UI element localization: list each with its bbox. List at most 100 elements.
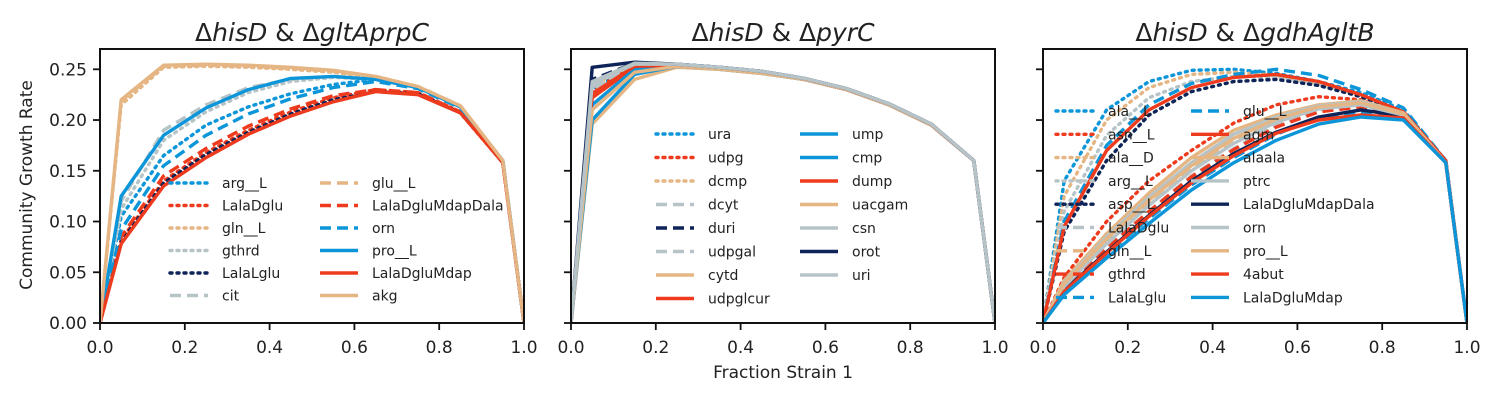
legend-label-uacgam: uacgam [852, 198, 908, 214]
legend-label-orn: orn [372, 221, 395, 237]
legend-label-ump: ump [852, 127, 884, 143]
series-line-udpg [571, 62, 995, 323]
legend-label-udpg: udpg [708, 151, 744, 167]
x-tick-label: 0.8 [897, 338, 924, 358]
x-tick-label: 0.2 [1114, 338, 1141, 358]
legend-label-duri: duri [708, 221, 735, 237]
legend-label-cmp: cmp [852, 151, 882, 167]
series-line-glu-l [1043, 67, 1467, 323]
legend-label-uri: uri [852, 268, 871, 284]
legend-label-ala-d: ala__D [1108, 151, 1154, 167]
legend-label-dcyt: dcyt [708, 198, 739, 214]
legend-label-gln-l: gln__L [1108, 244, 1152, 260]
x-tick-label: 0.4 [256, 338, 283, 358]
legend-label-gln-l: gln__L [222, 221, 266, 237]
x-axis-label: Fraction Strain 1 [713, 363, 853, 383]
series-line-cmp [571, 63, 995, 323]
legend-label-udpglcur: udpglcur [708, 292, 770, 308]
legend-label-asp-l: asp__L [1108, 197, 1155, 213]
legend-label-ala-l: ala__L [1108, 104, 1151, 120]
y-axis-label: Community Growth Rate [17, 80, 37, 290]
legend-label-dump: dump [852, 174, 892, 190]
x-tick-label: 1.0 [510, 338, 537, 358]
legend-label-lalalglu: LalaLglu [1108, 290, 1166, 306]
series-line-cytd [571, 65, 995, 323]
plot-frame [1042, 48, 1468, 324]
series-line-csn [571, 62, 995, 323]
legend-label-laladglu: LalaDglu [1108, 221, 1169, 237]
x-tick-label: 0.2 [171, 338, 198, 358]
legend-label-akg: akg [372, 289, 398, 305]
x-tick-label: 0.0 [86, 338, 113, 358]
chart-title-part: pyrC [815, 18, 875, 47]
chart-title: ΔhisD & ΔpyrC [691, 18, 875, 47]
legend-label-ura: ura [708, 127, 731, 143]
chart-title-part: hisD [212, 18, 267, 47]
chart-panel-1: ΔhisD & ΔgltAprpC 0.0 0.2 0.4 0.6 0.8 1.0 0.00 0… [49, 18, 537, 358]
series-line-duri [571, 61, 995, 323]
series-line-dcmp [571, 63, 995, 323]
x-tick-label: 1.0 [981, 338, 1008, 358]
legend-label-alaala: alaala [1243, 151, 1285, 167]
chart-title-part: Δ [691, 18, 708, 47]
legend-label-glu-l: glu__L [372, 176, 416, 192]
series-line-ura [571, 62, 995, 323]
series-line-dcyt [571, 62, 995, 323]
chart-title-part: gdhAgltB [1260, 18, 1374, 47]
legend-label-udpgal: udpgal [708, 245, 756, 261]
x-tick-label: 0.6 [812, 338, 839, 358]
y-tick-label: 0.10 [49, 213, 87, 233]
legend: ala__L asn__L ala__D arg__L asp__L LalaDglu gl… [1054, 104, 1375, 306]
legend-label-laladglumdap: LalaDgluMdap [372, 266, 472, 282]
series-line-pro-l [1043, 101, 1467, 323]
chart-title-part: hisD [1153, 18, 1208, 47]
legend-label-cit: cit [222, 289, 240, 305]
legend-label-4abut: 4abut [1243, 267, 1284, 283]
x-tick-label: 0.2 [642, 338, 669, 358]
y-tick-label: 0.00 [49, 314, 87, 334]
x-tick-label: 0.6 [341, 338, 368, 358]
series-line-uacgam [571, 64, 995, 323]
chart-title-part: & Δ [267, 18, 320, 47]
x-tick-label: 1.0 [1453, 338, 1480, 358]
y-tick-label: 0.15 [49, 162, 87, 182]
chart-title: ΔhisD & ΔgltAprpC [195, 18, 429, 47]
chart-title-part: Δ [1135, 18, 1152, 47]
legend-label-orn: orn [1243, 221, 1266, 237]
series-line-uri [571, 61, 995, 323]
plot-frame [99, 48, 525, 324]
y-tick-label: 0.25 [49, 60, 87, 80]
y-tick-label: 0.20 [49, 111, 87, 131]
series-line-dump [571, 63, 995, 323]
legend-label-csn: csn [852, 221, 876, 237]
legend-label-laladglu: LalaDglu [222, 199, 283, 215]
legend-label-laladglumdapdala: LalaDgluMdapDala [372, 199, 504, 215]
chart-title: ΔhisD & ΔgdhAgltB [1135, 18, 1374, 47]
legend-label-arg-l: arg__L [1108, 174, 1153, 190]
chart-panel-2: ΔhisD & ΔpyrC 0.0 0.2 0.4 0.6 0.8 1.0 ura udpg dc… [557, 18, 1008, 358]
series-line-laladglumdap [1043, 115, 1467, 323]
series-line-orot [571, 60, 995, 323]
legend-label-laladglumdap: LalaDgluMdap [1243, 290, 1343, 306]
series-line-udpgal [571, 62, 995, 323]
legend-label-glu-l: glu__L [1243, 104, 1287, 120]
legend: ura udpg dcmp dcyt duri udpgal cytd udpglcur ump… [654, 127, 908, 308]
legend-label-gthrd: gthrd [222, 244, 260, 260]
legend-label-orot: orot [852, 245, 881, 261]
series-line-ump [571, 64, 995, 323]
chart-title-part: & Δ [1208, 18, 1261, 47]
series-line-asp-l [1043, 77, 1467, 323]
series-lines [571, 60, 995, 323]
series-line-orn [100, 79, 524, 323]
legend-label-dcmp: dcmp [708, 174, 747, 190]
legend-label-gthrd: gthrd [1108, 267, 1146, 283]
legend-label-ptrc: ptrc [1243, 174, 1271, 190]
x-tick-label: 0.0 [1029, 338, 1056, 358]
series-line-laladglumdap [100, 89, 524, 323]
series-line-akg [100, 62, 524, 323]
legend-label-cytd: cytd [708, 268, 738, 284]
chart-panels: ΔhisD & ΔgltAprpC 0.0 0.2 0.4 0.6 0.8 1.0 0.00 0… [49, 18, 1480, 358]
x-tick-label: 0.4 [727, 338, 754, 358]
